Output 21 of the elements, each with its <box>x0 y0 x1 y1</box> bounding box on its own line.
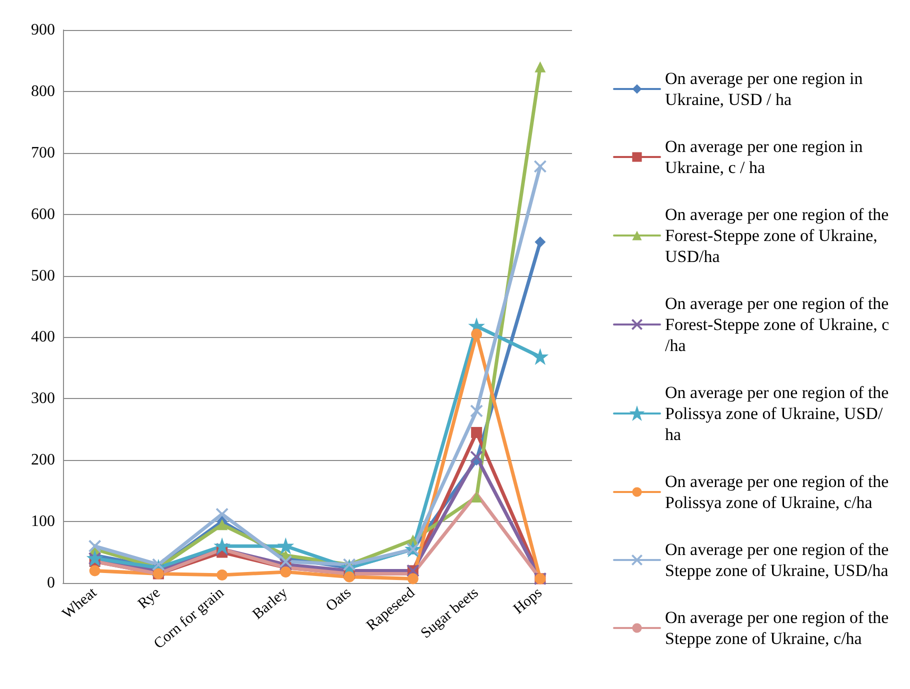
legend-label: On average per one region of the Forest-Steppe zone of Ukraine, USD/ha <box>665 205 893 266</box>
y-tick-label: 800 <box>31 82 55 100</box>
legend-label: On average per one region in Ukraine, c / ha <box>665 137 868 177</box>
y-tick-label: 300 <box>31 390 55 408</box>
legend-label: On average per one region of the Polissya zone of Ukraine, c/ha <box>665 472 893 512</box>
y-tick-label: 700 <box>31 144 55 162</box>
legend-label: On average per one region of the Polissya zone of Ukraine, USD/ha <box>665 383 893 444</box>
x-tick-label: Hops <box>510 584 546 618</box>
x-tick-label: Oats <box>323 584 355 615</box>
x-tick-label: Rye <box>135 584 164 612</box>
legend-label: On average per one region of the Forest-Steppe zone of Ukraine, c/ha <box>665 294 893 355</box>
y-tick-label: 500 <box>31 267 55 284</box>
legend-label: On average per one region of the Steppe zone of Ukraine, c/ha <box>665 608 893 648</box>
legend-label: On average per one region of the Steppe zone of Ukraine, USD/ha <box>665 540 893 580</box>
y-tick-label: 400 <box>31 328 55 346</box>
y-tick-label: 0 <box>47 574 55 592</box>
y-tick-label: 600 <box>31 206 55 223</box>
legend-label: On average per one region in Ukraine, USD / ha <box>665 69 868 109</box>
y-tick-label: 900 <box>31 22 55 38</box>
y-tick-label: 200 <box>31 452 55 469</box>
y-tick-label: 100 <box>31 513 55 530</box>
